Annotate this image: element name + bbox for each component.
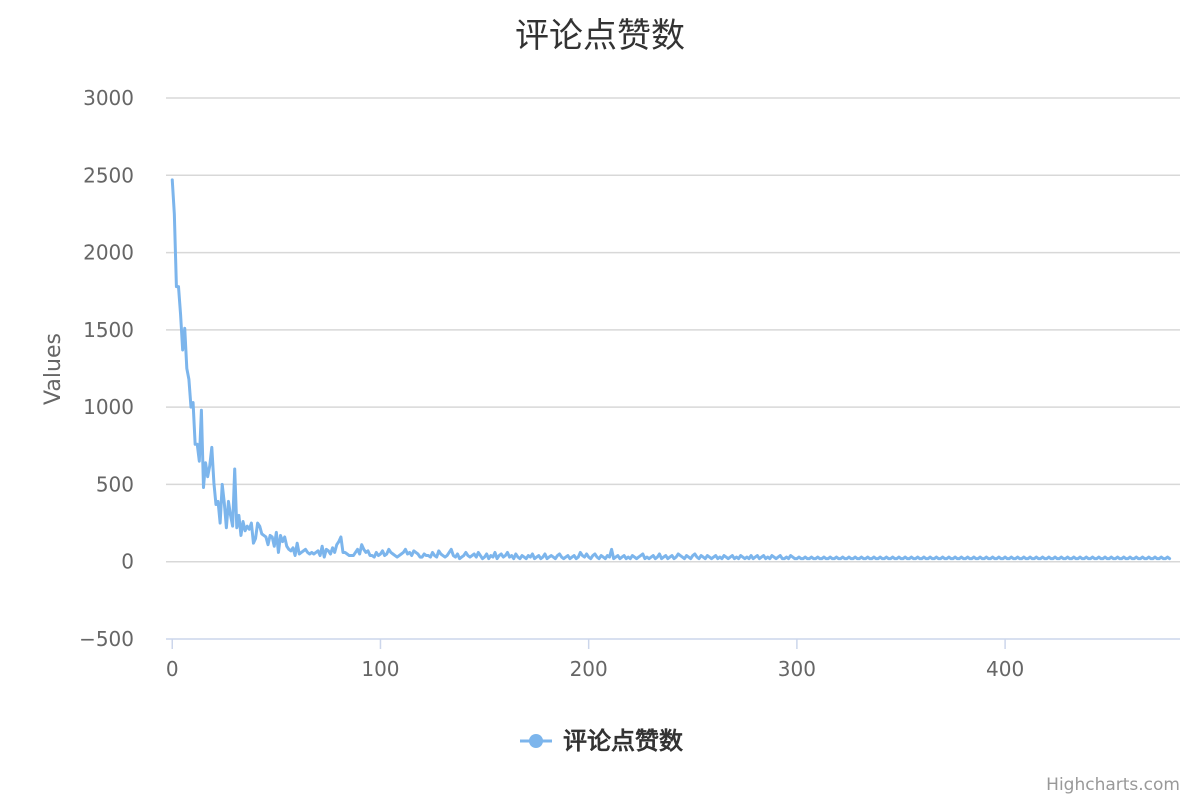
x-axis-ticks: 0 100 200 300 400	[166, 639, 1024, 681]
legend[interactable]: 评论点赞数	[520, 727, 684, 755]
x-tick-label: 0	[166, 657, 179, 681]
x-tick-label: 300	[778, 657, 816, 681]
y-tick-label: 2000	[83, 241, 134, 265]
legend-marker	[529, 734, 543, 748]
legend-item-label: 评论点赞数	[563, 727, 684, 755]
y-tick-label: 1500	[83, 318, 134, 342]
credits-link[interactable]: Highcharts.com	[1046, 775, 1180, 795]
series-line[interactable]	[170, 178, 1172, 561]
x-tick-label: 400	[986, 657, 1024, 681]
y-tick-label: 0	[121, 550, 134, 574]
y-tick-label: −500	[79, 627, 134, 651]
grid-lines	[166, 97, 1180, 563]
x-tick-label: 200	[570, 657, 608, 681]
y-tick-label: 2500	[83, 163, 134, 187]
chart-title: 评论点赞数	[515, 16, 685, 56]
y-tick-label: 500	[96, 472, 134, 496]
y-axis-title: Values	[41, 333, 66, 405]
y-tick-label: 1000	[83, 395, 134, 419]
y-tick-label: 3000	[83, 86, 134, 110]
x-tick-label: 100	[361, 657, 399, 681]
y-axis-ticks: −500 0 500 1000 1500 2000 2500 3000	[79, 86, 134, 651]
